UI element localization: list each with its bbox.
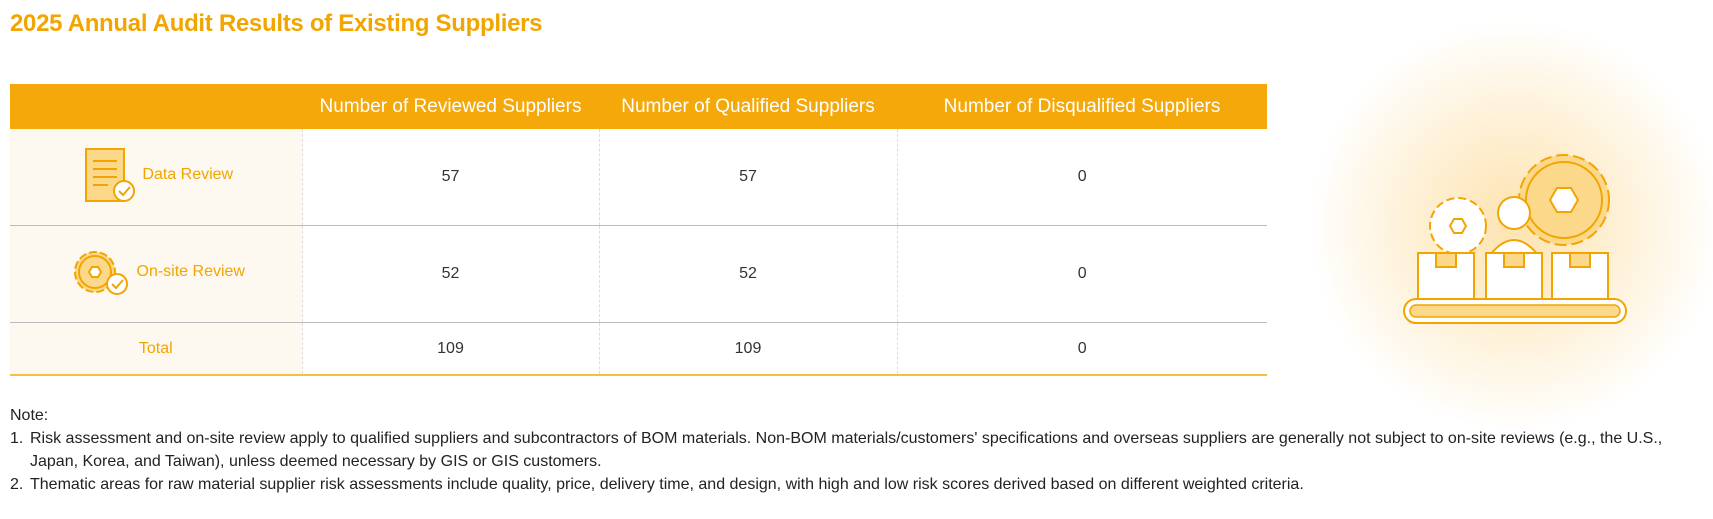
row-label-cell: Data Review (10, 129, 303, 226)
note-item: 2. Thematic areas for raw material suppl… (10, 473, 1710, 496)
note-number: 1. (10, 430, 24, 447)
gear-icon (73, 250, 128, 295)
note-text: Risk assessment and on-site review apply… (30, 430, 1663, 470)
cell: 57 (301, 129, 599, 226)
table-row: Data Review 57 57 0 (10, 129, 1267, 226)
row-label: On-site Review (136, 262, 245, 280)
cell: 109 (598, 322, 897, 376)
audit-table: Number of Reviewed Suppliers Number of Q… (10, 84, 1267, 376)
notes-heading: Note: (10, 407, 49, 424)
cell: 0 (896, 225, 1267, 323)
cell: 52 (598, 225, 897, 323)
header-cell (10, 84, 302, 129)
row-label-cell: On-site Review (10, 225, 303, 323)
notes: Note: 1. Risk assessment and on-site rev… (10, 404, 1710, 496)
note-item: 1. Risk assessment and on-site review ap… (10, 427, 1710, 473)
page-title: 2025 Annual Audit Results of Existing Su… (10, 10, 543, 37)
cell: 57 (598, 129, 897, 226)
header-cell: Number of Disqualified Suppliers (897, 84, 1267, 129)
note-number: 2. (10, 476, 24, 493)
note-text: Thematic areas for raw material supplier… (30, 476, 1304, 493)
table-row: On-site Review 52 52 0 (10, 225, 1267, 323)
cell: 109 (301, 322, 599, 376)
cell: 0 (896, 322, 1267, 376)
header-row: Number of Reviewed Suppliers Number of Q… (10, 84, 1267, 129)
document-icon (85, 147, 136, 202)
header-cell: Number of Qualified Suppliers (599, 84, 897, 129)
illustration (1310, 20, 1713, 430)
cell: 52 (301, 225, 599, 323)
cell: 0 (896, 129, 1267, 226)
table-row: Total 109 109 0 (10, 322, 1267, 376)
header-cell: Number of Reviewed Suppliers (302, 84, 599, 129)
row-label: Data Review (142, 165, 234, 183)
row-label-cell: Total (10, 322, 303, 376)
